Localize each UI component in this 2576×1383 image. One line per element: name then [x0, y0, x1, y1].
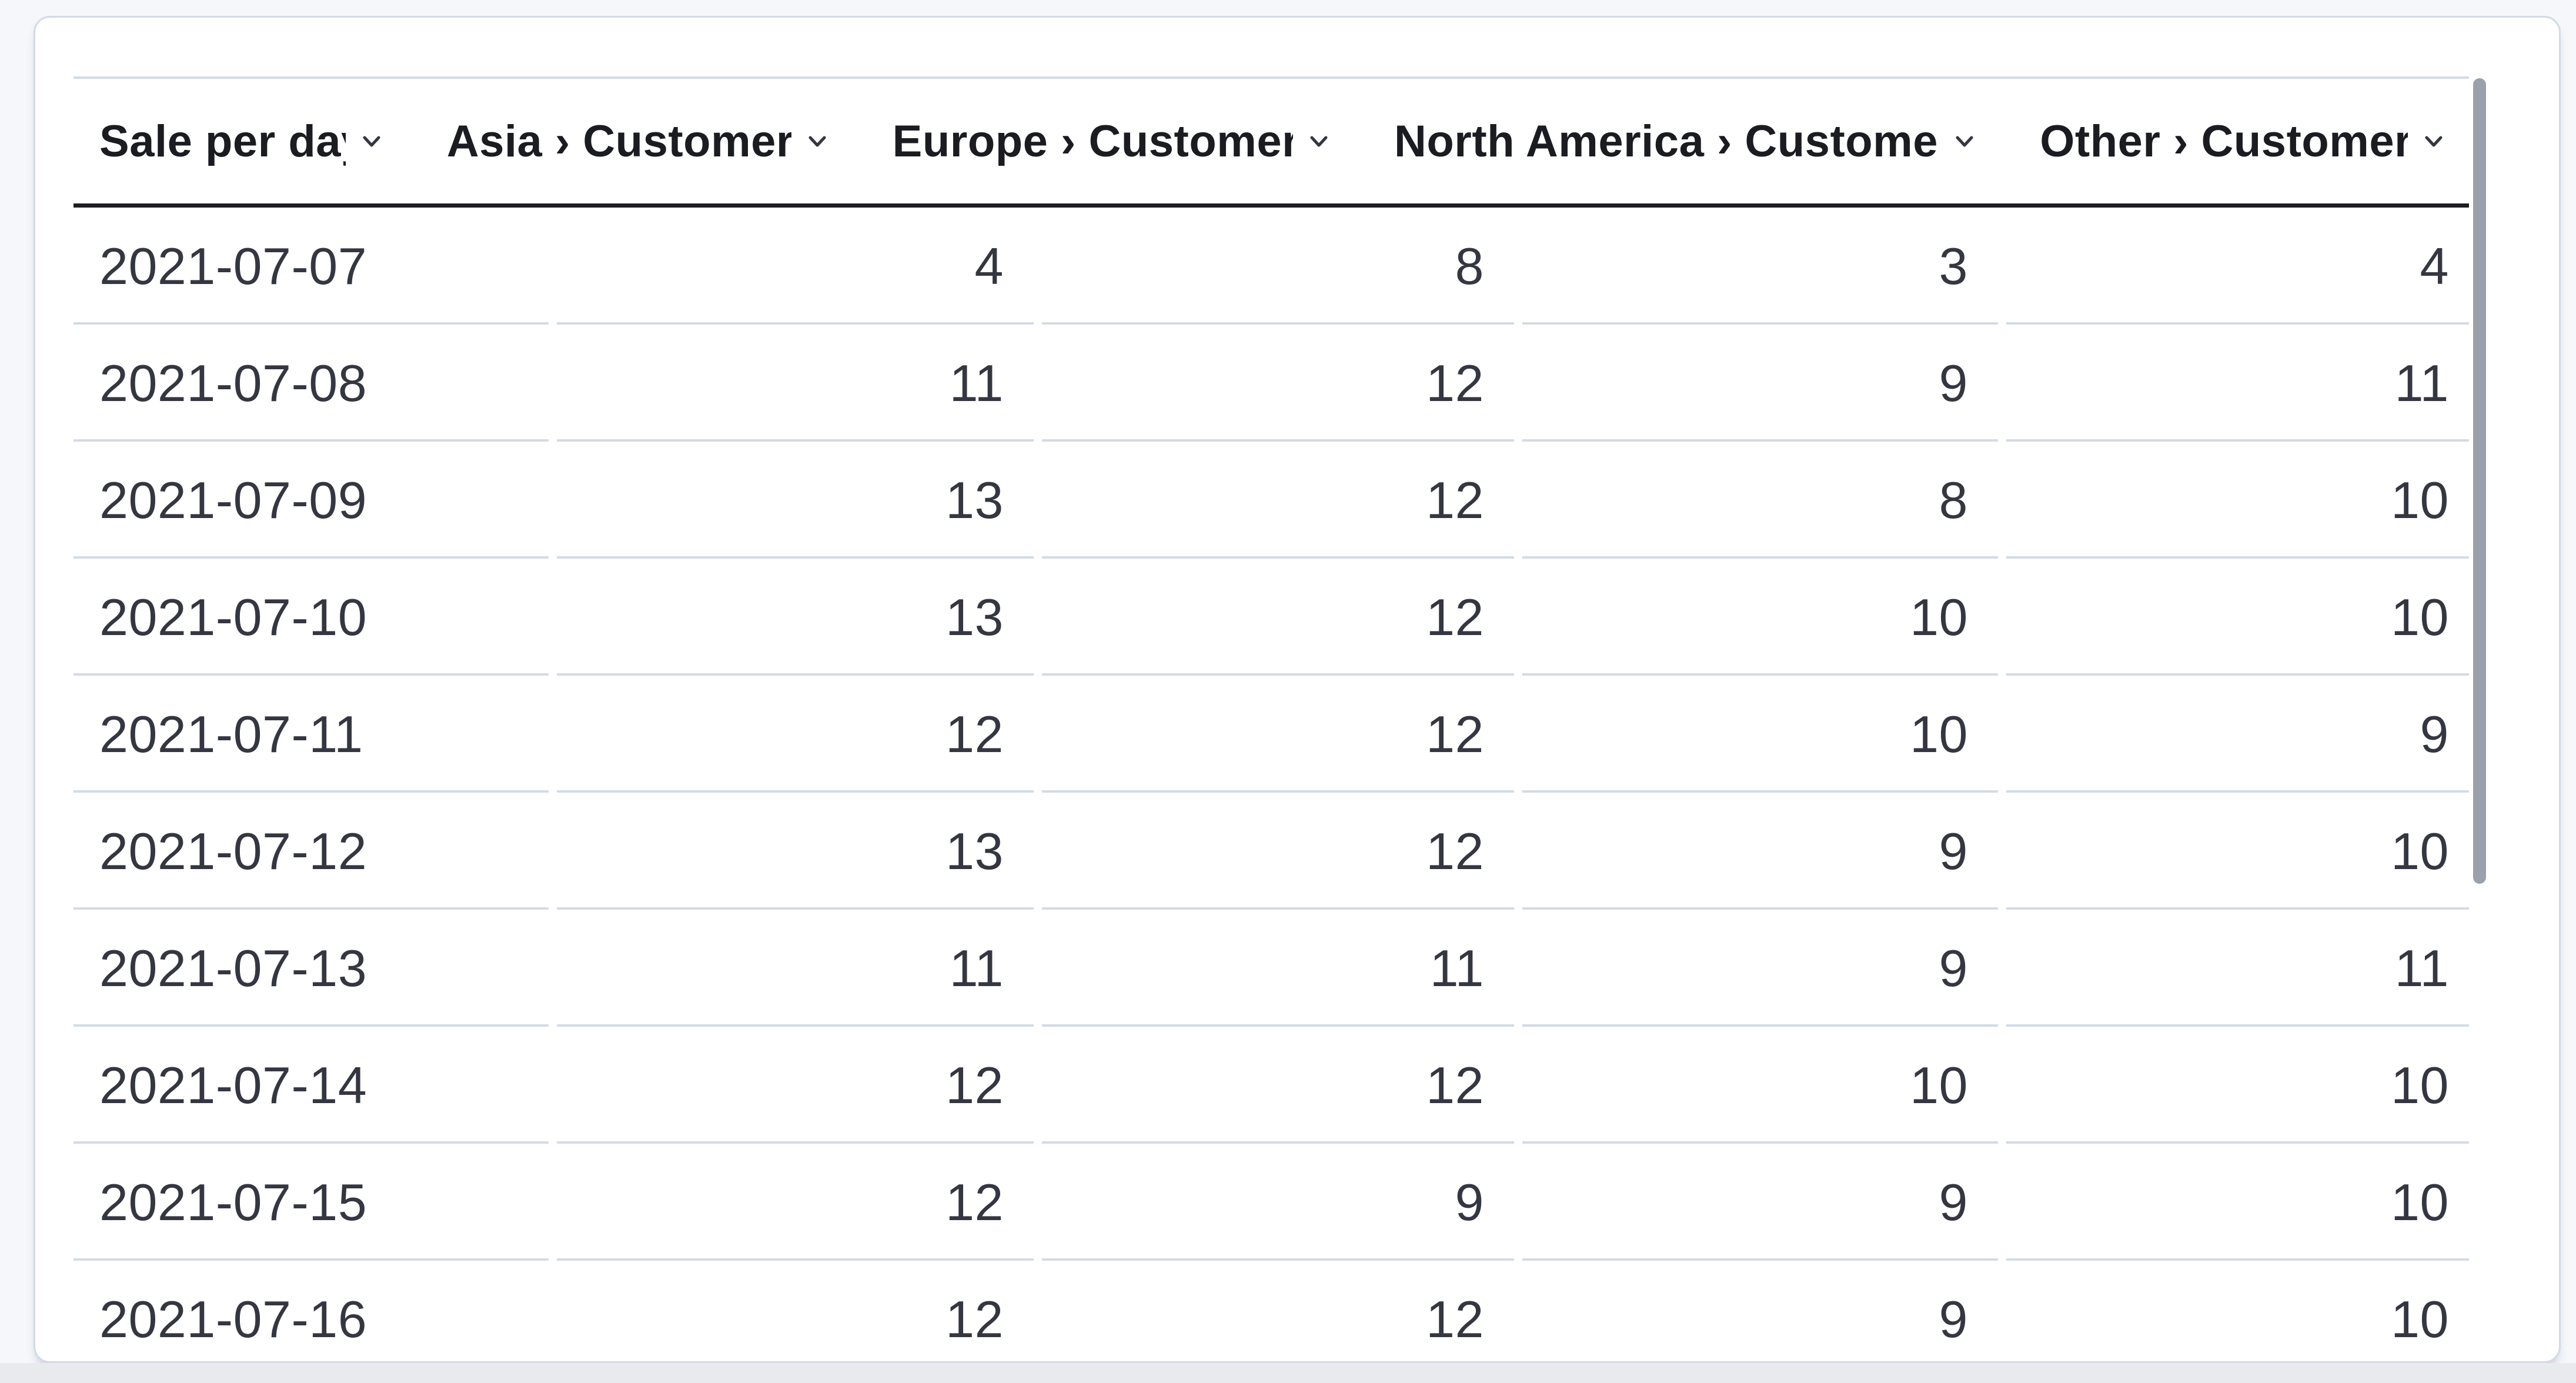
cell-date[interactable]: 2021-07-07	[73, 208, 553, 325]
cell-value[interactable]: 9	[1518, 325, 2002, 442]
cell-value[interactable]: 11	[553, 910, 1038, 1027]
cell-date[interactable]: 2021-07-12	[73, 793, 553, 910]
data-grid: Sale per day Asia › Customers Europe › C…	[73, 76, 2469, 1361]
cell-value[interactable]: 9	[1518, 1144, 2002, 1261]
table-row: 2021-07-12 13 12 9 10	[73, 793, 2469, 910]
column-header-europe-customers[interactable]: Europe › Customers	[867, 79, 1368, 203]
chevron-down-icon[interactable]	[2418, 126, 2449, 156]
cell-value[interactable]: 9	[1518, 910, 2002, 1027]
cell-value[interactable]: 3	[1518, 208, 2002, 325]
cell-value[interactable]: 11	[553, 325, 1038, 442]
vertical-scrollbar-thumb[interactable]	[2473, 78, 2486, 884]
table-row: 2021-07-07 4 8 3 4	[73, 208, 2469, 325]
table-row: 2021-07-08 11 12 9 11	[73, 325, 2469, 442]
cell-value[interactable]: 10	[2002, 442, 2469, 559]
cell-value[interactable]: 9	[2002, 676, 2469, 793]
cell-value[interactable]: 10	[2002, 1144, 2469, 1261]
table-row: 2021-07-09 13 12 8 10	[73, 442, 2469, 559]
cell-value[interactable]: 12	[1038, 1027, 1518, 1144]
column-header-label: Other › Customers	[2040, 116, 2408, 166]
table-row: 2021-07-10 13 12 10 10	[73, 559, 2469, 676]
table-row: 2021-07-15 12 9 9 10	[73, 1144, 2469, 1261]
cell-value[interactable]: 8	[1518, 442, 2002, 559]
cell-value[interactable]: 12	[1038, 442, 1518, 559]
column-header-north-america-customers[interactable]: North America › Customers	[1368, 79, 2014, 203]
cell-value[interactable]: 11	[2002, 325, 2469, 442]
column-header-label: Sale per day	[99, 116, 346, 166]
chevron-down-icon[interactable]	[802, 126, 833, 156]
chevron-down-icon[interactable]	[356, 126, 387, 156]
column-header-label: North America › Customers	[1394, 116, 1939, 166]
cell-date[interactable]: 2021-07-11	[73, 676, 553, 793]
cell-value[interactable]: 9	[1518, 1261, 2002, 1361]
cell-value[interactable]: 13	[553, 559, 1038, 676]
cell-value[interactable]: 12	[1038, 793, 1518, 910]
cell-value[interactable]: 12	[1038, 1261, 1518, 1361]
data-grid-header-row: Sale per day Asia › Customers Europe › C…	[73, 76, 2469, 208]
table-row: 2021-07-11 12 12 10 9	[73, 676, 2469, 793]
cell-date[interactable]: 2021-07-08	[73, 325, 553, 442]
cell-value[interactable]: 10	[2002, 1027, 2469, 1144]
cell-value[interactable]: 10	[1518, 676, 2002, 793]
column-header-asia-customers[interactable]: Asia › Customers	[421, 79, 867, 203]
cell-date[interactable]: 2021-07-16	[73, 1261, 553, 1361]
cell-value[interactable]: 10	[2002, 559, 2469, 676]
data-grid-body: 2021-07-07 4 8 3 4 2021-07-08 11 12 9 11 2021-07-0…	[73, 208, 2469, 1361]
cell-value[interactable]: 10	[1518, 1027, 2002, 1144]
cell-date[interactable]: 2021-07-09	[73, 442, 553, 559]
table-row: 2021-07-14 12 12 10 10	[73, 1027, 2469, 1144]
cell-value[interactable]: 12	[1038, 559, 1518, 676]
cell-value[interactable]: 12	[1038, 676, 1518, 793]
column-header-label: Asia › Customers	[446, 116, 791, 166]
column-header-label: Europe › Customers	[892, 116, 1293, 166]
cell-date[interactable]: 2021-07-15	[73, 1144, 553, 1261]
cell-value[interactable]: 12	[553, 1027, 1038, 1144]
cell-value[interactable]: 12	[553, 1144, 1038, 1261]
cell-value[interactable]: 11	[2002, 910, 2469, 1027]
chevron-down-icon[interactable]	[1304, 126, 1334, 156]
cell-date[interactable]: 2021-07-10	[73, 559, 553, 676]
page-background-strip	[0, 1363, 2576, 1383]
cell-value[interactable]: 9	[1518, 793, 2002, 910]
cell-value[interactable]: 9	[1038, 1144, 1518, 1261]
cell-value[interactable]: 4	[2002, 208, 2469, 325]
cell-value[interactable]: 11	[1038, 910, 1518, 1027]
cell-value[interactable]: 12	[1038, 325, 1518, 442]
column-header-other-customers[interactable]: Other › Customers	[2014, 79, 2469, 203]
column-header-sale-per-day[interactable]: Sale per day	[73, 79, 421, 203]
cell-value[interactable]: 13	[553, 442, 1038, 559]
cell-value[interactable]: 12	[553, 1261, 1038, 1361]
cell-value[interactable]: 10	[2002, 1261, 2469, 1361]
cell-date[interactable]: 2021-07-13	[73, 910, 553, 1027]
cell-value[interactable]: 13	[553, 793, 1038, 910]
table-row: 2021-07-13 11 11 9 11	[73, 910, 2469, 1027]
cell-date[interactable]: 2021-07-14	[73, 1027, 553, 1144]
table-row: 2021-07-16 12 12 9 10	[73, 1261, 2469, 1361]
cell-value[interactable]: 10	[1518, 559, 2002, 676]
cell-value[interactable]: 12	[553, 676, 1038, 793]
cell-value[interactable]: 4	[553, 208, 1038, 325]
cell-value[interactable]: 8	[1038, 208, 1518, 325]
chevron-down-icon[interactable]	[1949, 126, 1980, 156]
cell-value[interactable]: 10	[2002, 793, 2469, 910]
table-panel: Sale per day Asia › Customers Europe › C…	[34, 16, 2561, 1363]
